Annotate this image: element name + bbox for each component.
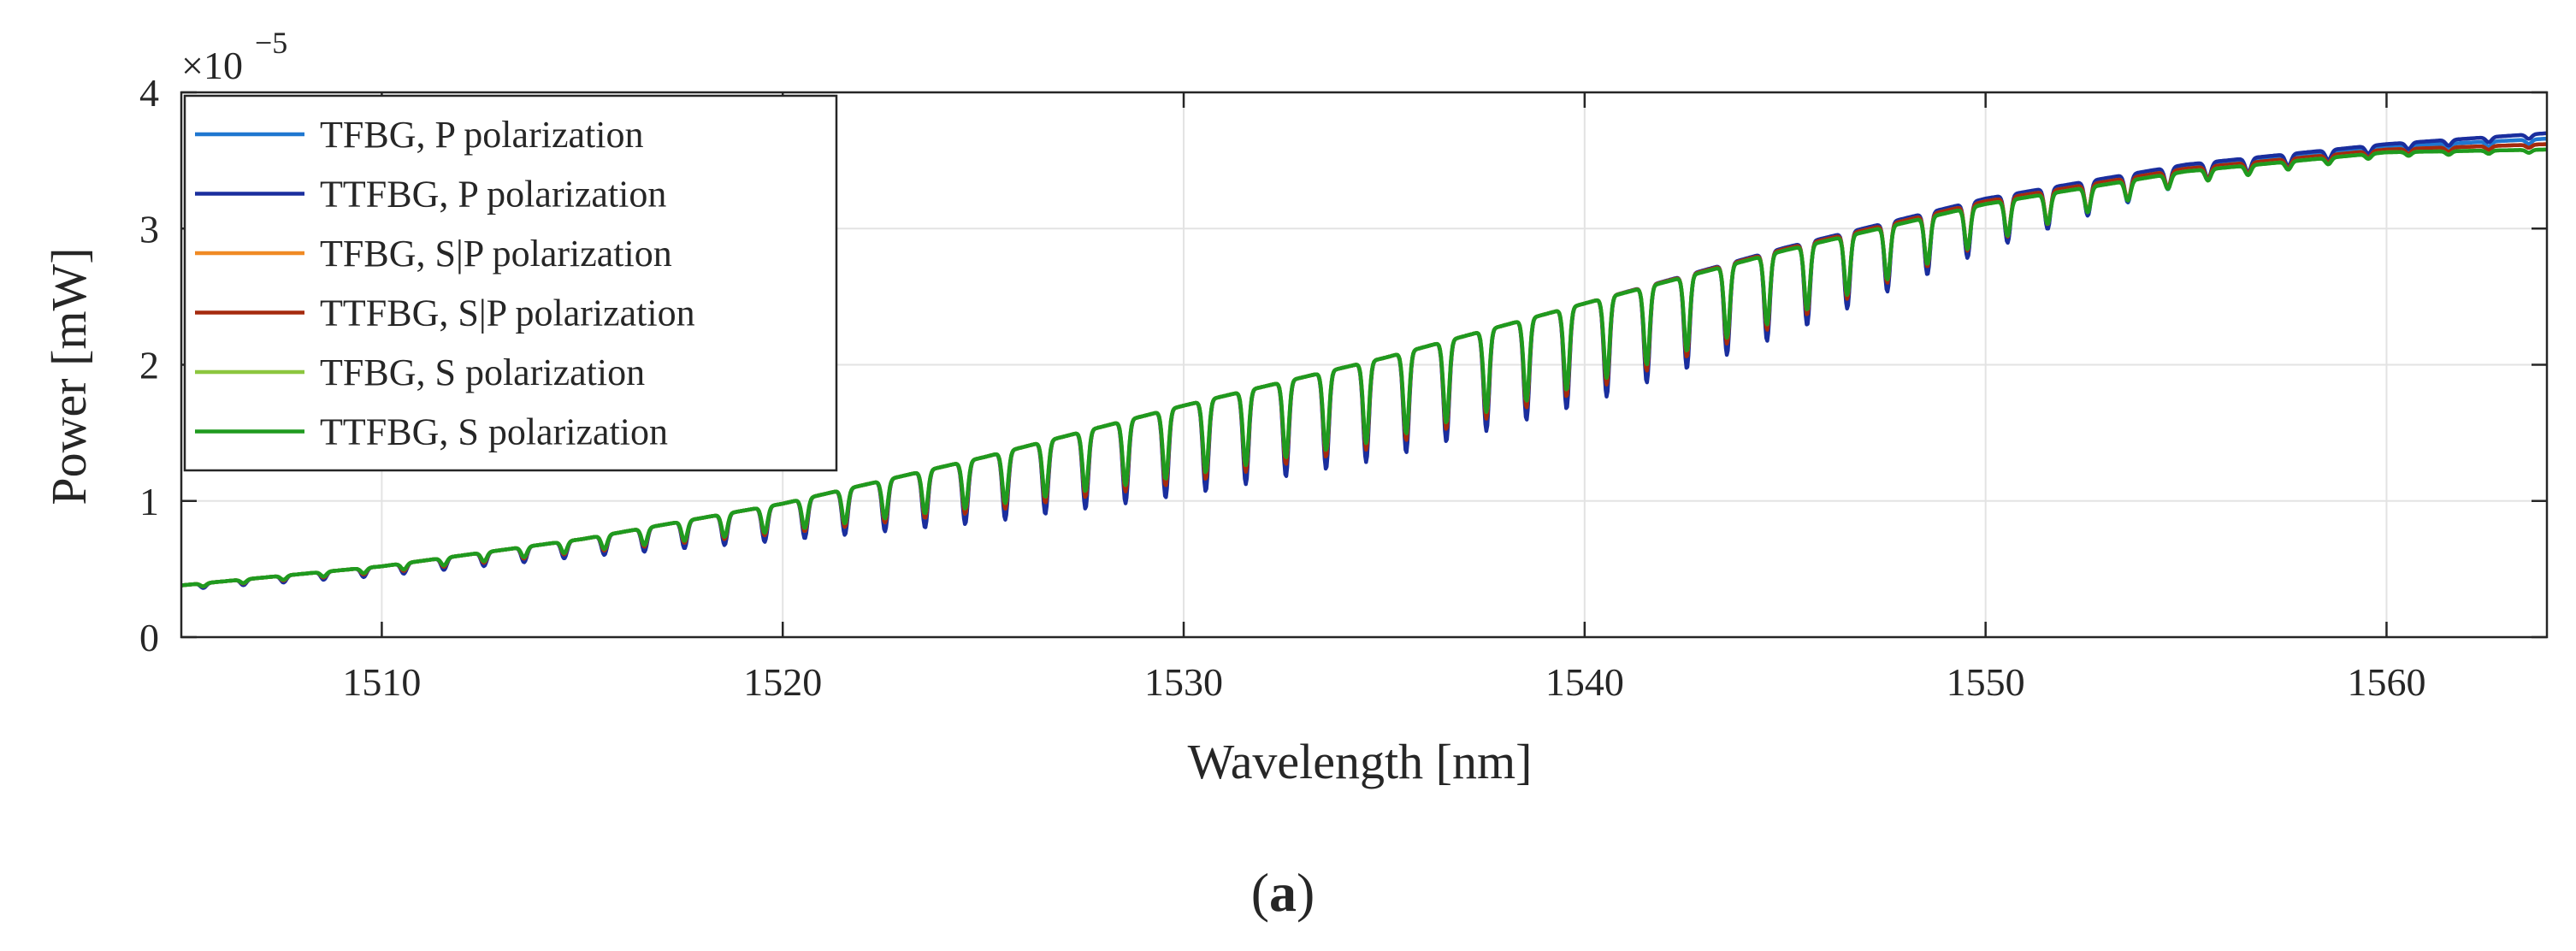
caption-close-paren: ) (1297, 862, 1315, 923)
caption-letter: a (1269, 862, 1297, 923)
legend-entry-label: TFBG, S|P polarization (320, 233, 672, 275)
legend-entry-label: TTFBG, S|P polarization (320, 292, 695, 334)
legend-entry-label: TFBG, P polarization (320, 114, 643, 156)
y-axis-label: Power [mW] (41, 247, 97, 505)
series-group (181, 131, 2547, 590)
x-tick-label: 1510 (342, 660, 421, 704)
y-axis-multiplier-exponent: −5 (255, 26, 287, 60)
y-tick-label: 0 (139, 616, 159, 659)
x-tick-label: 1530 (1144, 660, 1223, 704)
x-axis-label: Wavelength [nm] (1188, 734, 1533, 789)
legend-entry-label: TTFBG, P polarization (320, 174, 666, 216)
x-tick-label: 1540 (1545, 660, 1624, 704)
x-tick-label: 1550 (1947, 660, 2025, 704)
x-tick-label: 1520 (743, 660, 822, 704)
y-tick-label: 4 (139, 71, 159, 115)
y-axis-multiplier-base: ×10 (181, 44, 243, 87)
legend-box (183, 94, 838, 472)
x-tick-label: 1560 (2347, 660, 2425, 704)
legend-entry-label: TTFBG, S polarization (320, 411, 668, 453)
y-tick-label: 3 (139, 207, 159, 251)
figure-caption: (a) (1251, 862, 1315, 923)
legend: TFBG, P polarization TTFBG, P polarizatio… (183, 94, 838, 472)
series-line-6 (181, 147, 2547, 588)
y-tick-label: 2 (139, 344, 159, 387)
legend-entry-label: TFBG, S polarization (320, 351, 645, 393)
caption-open-paren: ( (1251, 862, 1269, 923)
y-tick-label: 1 (139, 480, 159, 523)
